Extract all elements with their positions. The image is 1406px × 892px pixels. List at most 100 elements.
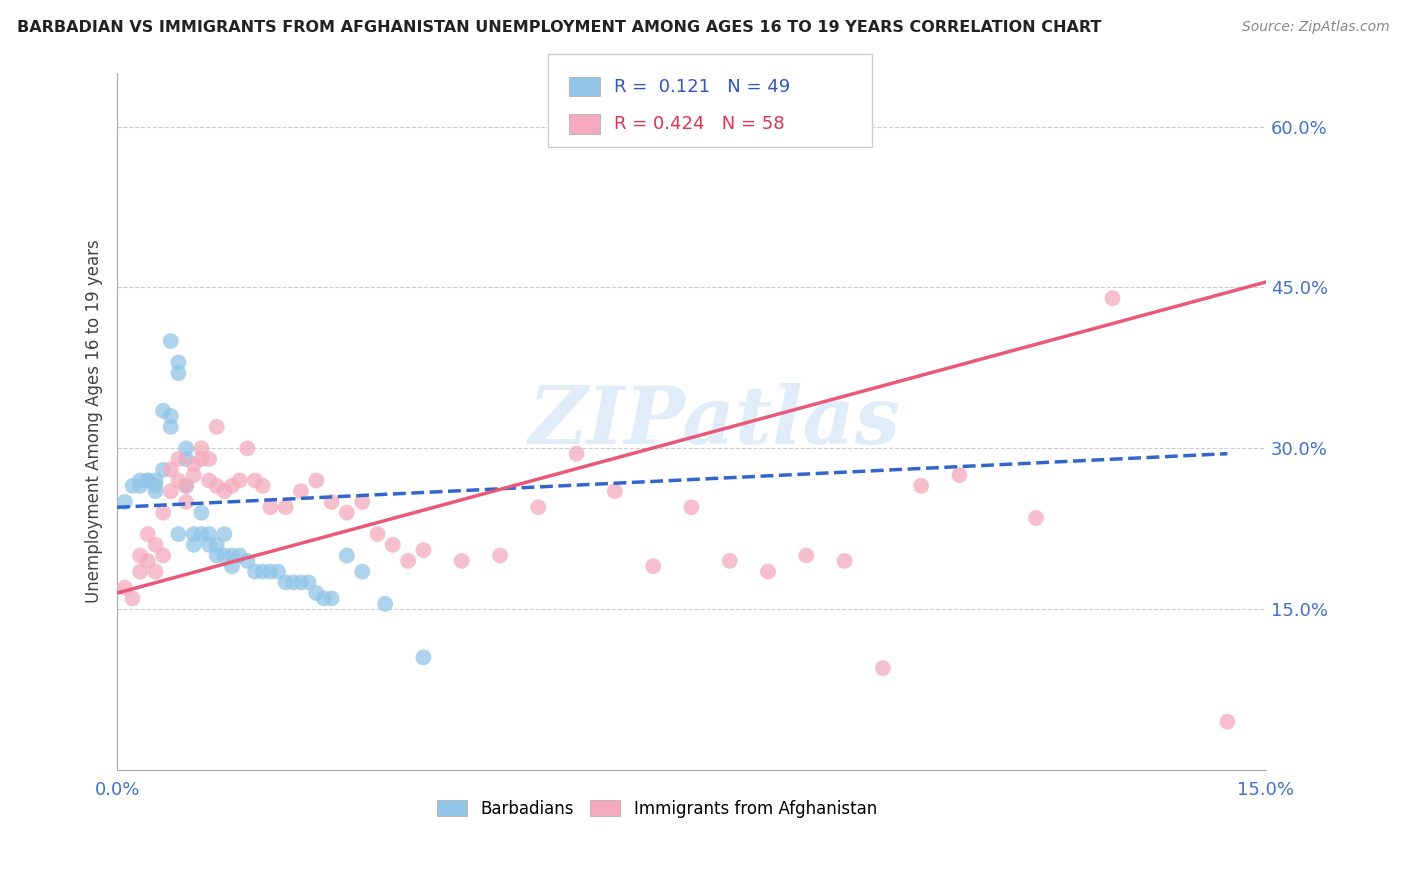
Point: [336, 506, 359, 520]
Point: [1101, 291, 1123, 305]
Point: [243, 565, 266, 579]
Point: [159, 409, 181, 424]
Point: [167, 452, 190, 467]
Point: [174, 452, 197, 467]
Point: [114, 495, 136, 509]
Point: [152, 463, 174, 477]
Point: [190, 452, 212, 467]
Point: [214, 549, 236, 563]
Point: [152, 506, 174, 520]
Point: [910, 479, 932, 493]
Point: [159, 463, 181, 477]
Point: [321, 591, 343, 606]
Point: [374, 597, 396, 611]
Point: [221, 479, 243, 493]
Point: [274, 575, 297, 590]
Point: [198, 527, 221, 541]
Point: [681, 500, 703, 515]
Point: [114, 581, 136, 595]
Point: [643, 559, 665, 574]
Text: R = 0.424   N = 58: R = 0.424 N = 58: [614, 115, 785, 133]
Point: [321, 495, 343, 509]
Point: [183, 458, 205, 472]
Point: [794, 549, 817, 563]
Point: [121, 591, 143, 606]
Point: [336, 549, 359, 563]
Text: Source: ZipAtlas.com: Source: ZipAtlas.com: [1241, 20, 1389, 34]
Point: [834, 554, 856, 568]
Point: [159, 484, 181, 499]
Point: [312, 591, 335, 606]
Point: [205, 538, 228, 552]
Y-axis label: Unemployment Among Ages 16 to 19 years: Unemployment Among Ages 16 to 19 years: [86, 240, 103, 603]
Point: [145, 565, 167, 579]
Point: [198, 452, 221, 467]
Point: [152, 549, 174, 563]
Point: [190, 506, 212, 520]
Point: [136, 527, 159, 541]
Point: [145, 479, 167, 493]
Point: [527, 500, 550, 515]
Point: [159, 334, 181, 348]
Point: [129, 565, 152, 579]
Point: [352, 565, 374, 579]
Point: [948, 468, 970, 483]
Point: [205, 479, 228, 493]
Point: [259, 500, 281, 515]
Point: [167, 355, 190, 369]
Point: [396, 554, 419, 568]
Point: [214, 484, 236, 499]
Point: [305, 474, 328, 488]
Point: [412, 543, 434, 558]
Point: [283, 575, 305, 590]
Point: [352, 495, 374, 509]
Point: [167, 366, 190, 380]
Point: [190, 442, 212, 456]
Point: [228, 549, 250, 563]
Point: [145, 484, 167, 499]
Point: [159, 420, 181, 434]
Point: [136, 474, 159, 488]
Point: [236, 554, 259, 568]
Point: [1025, 511, 1047, 525]
Point: [129, 479, 152, 493]
Point: [174, 442, 197, 456]
Point: [214, 527, 236, 541]
Point: [167, 474, 190, 488]
Point: [290, 575, 312, 590]
Point: [183, 468, 205, 483]
Point: [136, 474, 159, 488]
Point: [183, 527, 205, 541]
Point: [252, 479, 274, 493]
Point: [489, 549, 512, 563]
Point: [252, 565, 274, 579]
Point: [205, 549, 228, 563]
Point: [228, 474, 250, 488]
Point: [381, 538, 404, 552]
Point: [756, 565, 779, 579]
Point: [152, 403, 174, 417]
Point: [450, 554, 472, 568]
Text: R =  0.121   N = 49: R = 0.121 N = 49: [614, 78, 790, 95]
Point: [190, 527, 212, 541]
Point: [167, 527, 190, 541]
Point: [718, 554, 741, 568]
Point: [236, 442, 259, 456]
Point: [305, 586, 328, 600]
Legend: Barbadians, Immigrants from Afghanistan: Barbadians, Immigrants from Afghanistan: [430, 793, 884, 824]
Point: [290, 484, 312, 499]
Point: [259, 565, 281, 579]
Point: [1216, 714, 1239, 729]
Point: [221, 549, 243, 563]
Text: ZIPatlas: ZIPatlas: [529, 383, 900, 460]
Point: [274, 500, 297, 515]
Point: [174, 479, 197, 493]
Point: [872, 661, 894, 675]
Point: [174, 479, 197, 493]
Point: [121, 479, 143, 493]
Point: [198, 474, 221, 488]
Point: [129, 474, 152, 488]
Point: [145, 538, 167, 552]
Point: [412, 650, 434, 665]
Point: [221, 559, 243, 574]
